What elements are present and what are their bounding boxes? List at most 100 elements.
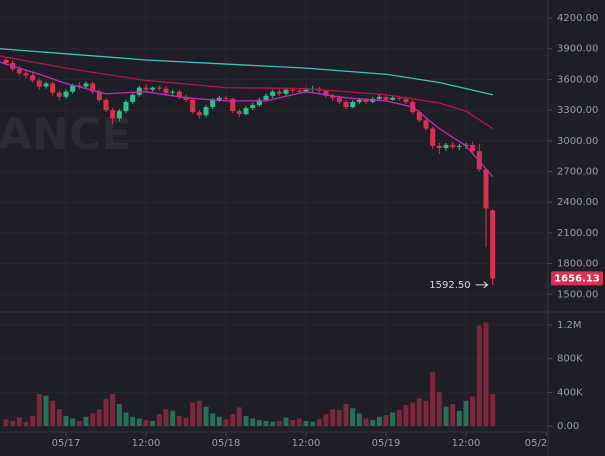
- candle-body: [350, 101, 356, 108]
- candle-body: [243, 108, 249, 115]
- candle-body: [150, 87, 156, 90]
- volume-bar: [396, 410, 402, 427]
- y-tick-label: 3600.00: [557, 74, 598, 85]
- volume-bar: [103, 399, 109, 427]
- candle-body: [30, 75, 36, 81]
- volume-bar: [276, 420, 282, 427]
- candle-body: [43, 83, 49, 87]
- volume-bar: [170, 410, 176, 427]
- candle-body: [296, 90, 302, 92]
- candle-body: [190, 99, 196, 113]
- candle-body: [450, 144, 456, 147]
- volume-bar: [356, 413, 362, 427]
- candle-body: [110, 110, 116, 119]
- volume-bar: [230, 414, 236, 427]
- x-tick-label: 12:00: [132, 438, 161, 449]
- volume-bar: [203, 406, 209, 427]
- low-marker-arrow: [475, 281, 489, 289]
- candle-body: [283, 89, 289, 94]
- candle-body: [270, 91, 276, 96]
- candle-body: [290, 89, 296, 91]
- volume-bar: [463, 400, 469, 427]
- volume-bar: [296, 418, 302, 427]
- candle-body: [336, 97, 342, 102]
- volume-tick-label: 0.00: [557, 421, 579, 432]
- volume-bar: [16, 417, 22, 427]
- y-tick-label: 4200.00: [557, 13, 598, 24]
- candle-body: [356, 99, 362, 102]
- volume-bar: [250, 418, 256, 427]
- volume-bar: [176, 415, 182, 427]
- candle-body: [203, 107, 209, 116]
- volume-bar: [470, 396, 476, 427]
- candle-body: [330, 95, 336, 98]
- volume-bar: [363, 418, 369, 427]
- x-tick-label: 05/18: [212, 438, 241, 449]
- candle-body: [470, 144, 476, 152]
- candle-body: [263, 95, 269, 100]
- candle-body: [236, 111, 242, 115]
- volume-bar: [483, 322, 489, 427]
- volume-bar: [383, 415, 389, 427]
- volume-bar: [63, 415, 69, 427]
- volume-bar: [370, 420, 376, 427]
- candle-body: [230, 98, 236, 112]
- volume-bar: [83, 416, 89, 427]
- last-price-box: [551, 271, 603, 286]
- candle-body: [56, 92, 62, 97]
- candle-body: [216, 97, 222, 100]
- moving-average-line: [0, 55, 494, 130]
- candle-body: [456, 145, 462, 147]
- candle-body: [363, 99, 369, 102]
- candle-body: [36, 80, 42, 87]
- volume-bar: [416, 398, 422, 427]
- volume-tick-label: 1.2M: [557, 320, 582, 331]
- volume-bar: [270, 421, 276, 427]
- volume-bar: [376, 416, 382, 427]
- volume-bar: [423, 400, 429, 427]
- volume-tick-label: 400K: [557, 387, 583, 398]
- volume-bar: [210, 413, 216, 427]
- candle-body: [70, 85, 76, 92]
- candle-body: [63, 91, 69, 97]
- moving-average-line: [0, 48, 493, 96]
- candle-body: [83, 83, 89, 87]
- volume-bar: [123, 412, 129, 427]
- candle-body: [50, 83, 56, 93]
- volume-bar: [443, 406, 449, 427]
- candle-body: [443, 144, 449, 148]
- candle-body: [476, 151, 482, 170]
- volume-bar: [30, 415, 36, 427]
- volume-bar: [263, 420, 269, 427]
- candle-body: [210, 99, 216, 108]
- volume-tick-label: 800K: [557, 354, 583, 365]
- volume-bar: [490, 393, 496, 427]
- candle-body: [423, 120, 429, 129]
- x-tick-label: 05/2: [525, 438, 547, 449]
- volume-bar: [150, 420, 156, 427]
- candle-body: [250, 104, 256, 109]
- volume-bar: [76, 420, 82, 427]
- volume-bar: [196, 400, 202, 427]
- volume-bar: [190, 402, 196, 427]
- candle-body: [383, 96, 389, 100]
- candle-body: [256, 99, 262, 105]
- candle-body: [156, 87, 162, 89]
- volume-bar: [456, 410, 462, 427]
- volume-bar: [430, 372, 436, 427]
- candle-body: [276, 91, 282, 94]
- candle-body: [163, 88, 169, 93]
- moving-average-line: [0, 61, 494, 178]
- y-tick-label: 3900.00: [557, 44, 598, 55]
- volume-bar: [436, 392, 442, 427]
- candle-body: [390, 97, 396, 100]
- volume-bar: [243, 415, 249, 427]
- volume-bar: [36, 393, 42, 427]
- volume-bar: [343, 404, 349, 427]
- candle-body: [343, 101, 349, 108]
- volume-bar: [256, 420, 262, 427]
- volume-bar: [10, 420, 16, 427]
- candle-body: [136, 87, 142, 95]
- last-price-label: 1656.13: [554, 273, 600, 284]
